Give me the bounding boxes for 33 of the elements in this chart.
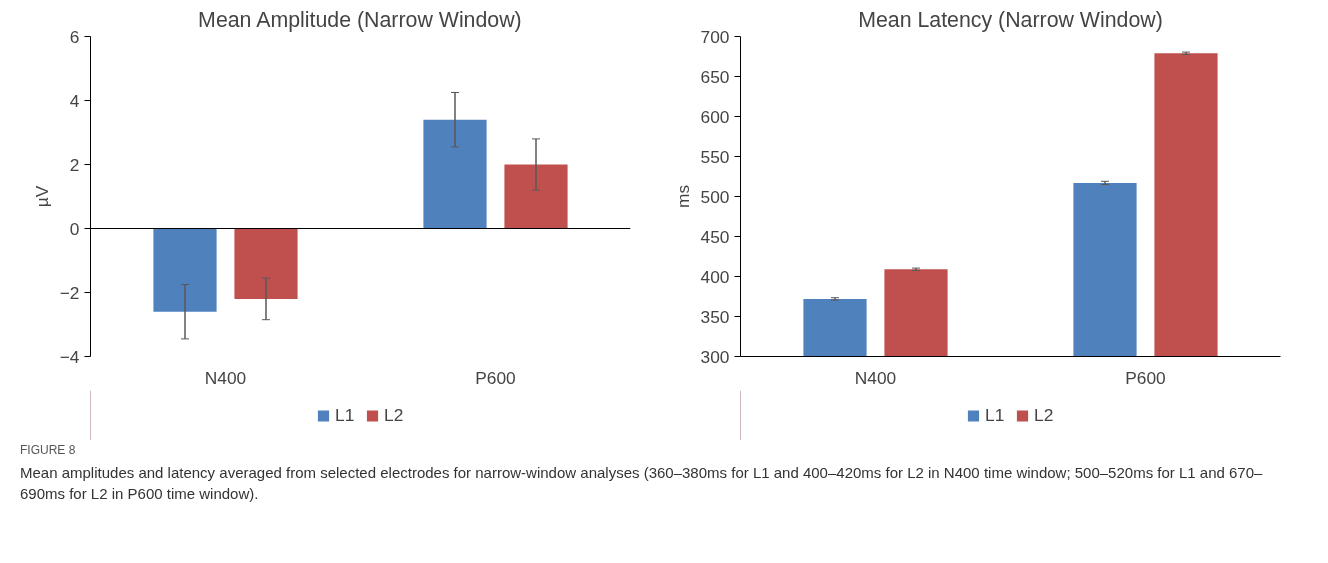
chart-title: Mean Latency (Narrow Window) <box>858 7 1163 32</box>
y-axis-title: ms <box>672 184 693 209</box>
text: Mean amplitudes and latency averaged from selected electrodes for narrow-window analyses (360–380ms for L1 and 400–420ms for L2 in N400 time window; 500–520ms for L1 and 670–690ms for L2 in P600 time window). <box>20 463 1264 505</box>
chart-title: Mean Amplitude (Narrow Window) <box>198 7 522 32</box>
y-axis-title: µV <box>31 185 52 208</box>
y-tick-label: 300 <box>700 346 730 367</box>
y-tick-label: 600 <box>700 106 730 127</box>
bar <box>423 119 487 229</box>
y-tick-label: −2 <box>59 282 80 303</box>
legend-label: L2 <box>384 404 404 426</box>
y-tick-label: 550 <box>700 146 730 167</box>
x-tick-label: N400 <box>204 367 247 388</box>
legend-label: L2 <box>1034 404 1054 426</box>
bar <box>504 164 568 229</box>
y-tick-label: 4 <box>69 90 80 111</box>
y-tick-label: −4 <box>59 346 80 367</box>
y-tick-label: 400 <box>700 266 730 287</box>
caption: FIGURE 8 <box>20 442 76 459</box>
x-tick-label: P600 <box>1125 367 1166 388</box>
y-tick-label: 450 <box>700 226 730 247</box>
y-tick-label: 6 <box>69 26 80 47</box>
y-tick-label: 2 <box>69 154 80 175</box>
legend-label: L1 <box>985 404 1005 426</box>
y-tick-label: 700 <box>700 26 730 47</box>
bar <box>153 228 217 312</box>
y-tick-label: 0 <box>69 218 80 239</box>
y-tick-label: 350 <box>700 306 730 327</box>
x-tick-label: P600 <box>475 367 516 388</box>
bar <box>234 228 298 299</box>
y-tick-label: 650 <box>700 66 730 87</box>
y-tick-label: 500 <box>700 186 730 207</box>
legend-label: L1 <box>335 404 355 426</box>
x-tick-label: N400 <box>854 367 897 388</box>
